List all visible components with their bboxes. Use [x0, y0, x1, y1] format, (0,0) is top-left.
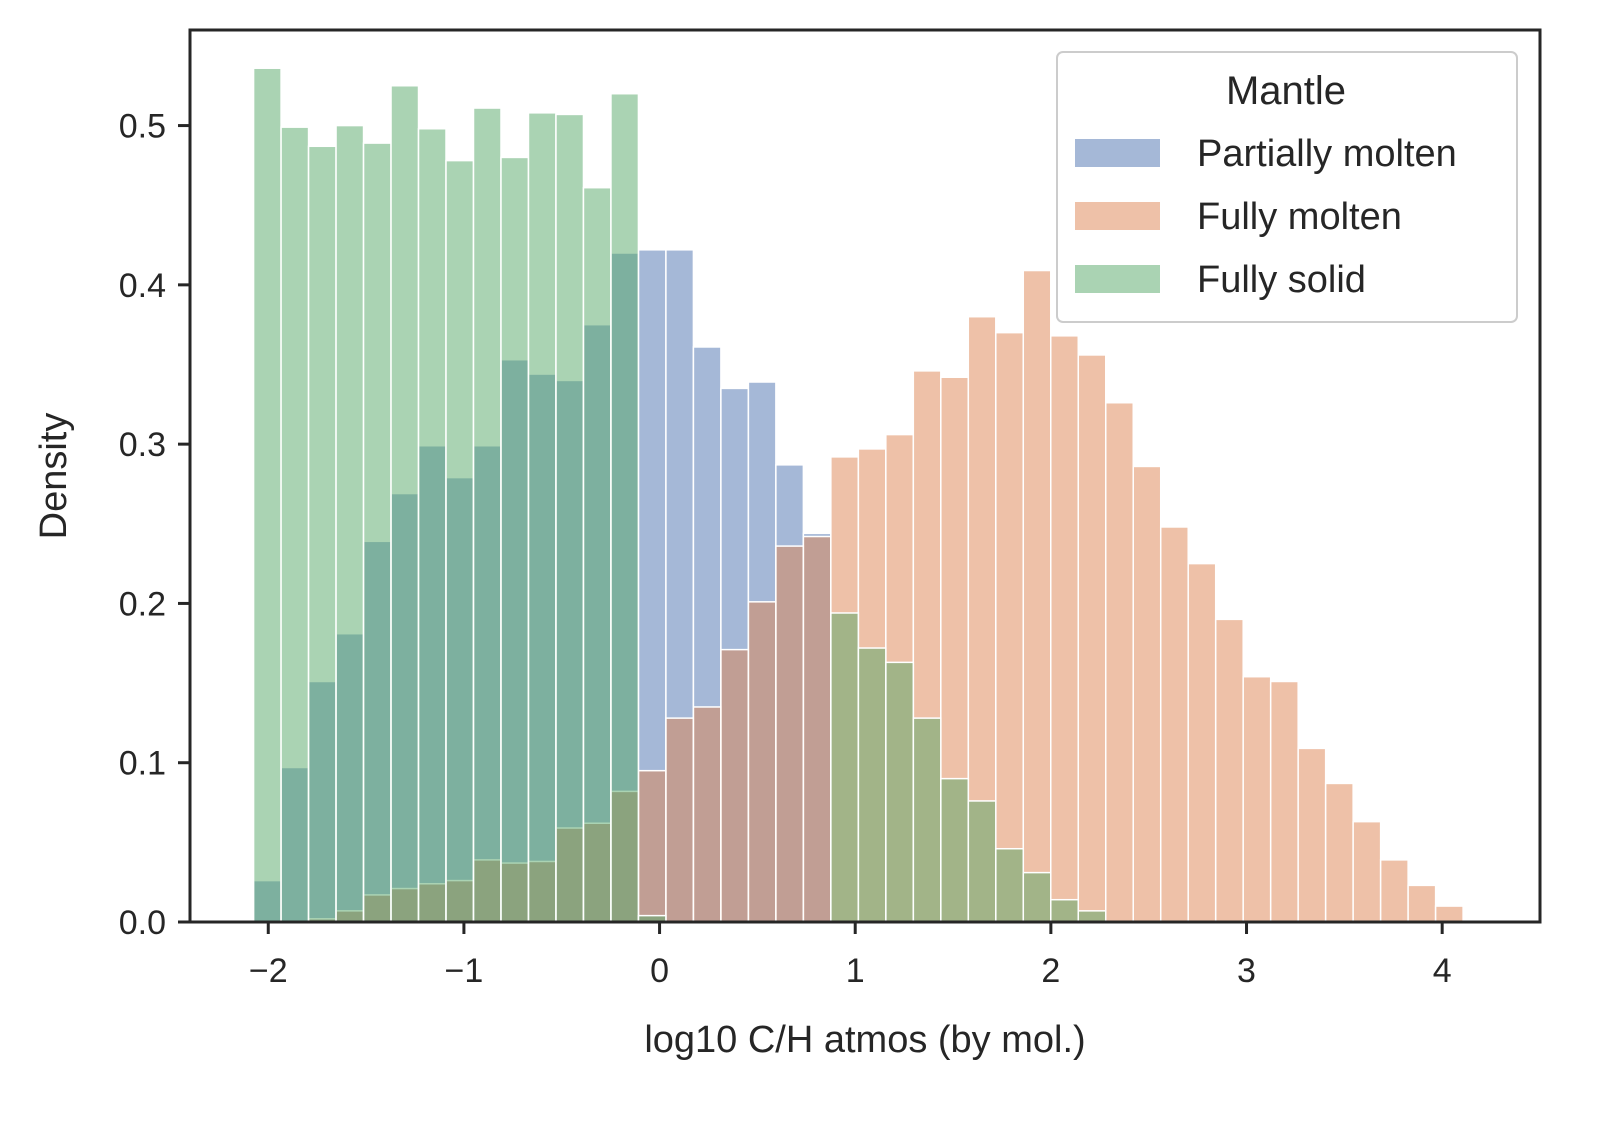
bar-fully-solid: [390, 85, 420, 923]
bar-fully-solid: [967, 800, 997, 923]
bar-fully-solid: [857, 647, 887, 923]
legend-label: Fully molten: [1197, 196, 1402, 238]
bar-fully-solid: [307, 145, 337, 923]
bar-fully-solid: [472, 107, 502, 923]
legend-swatch: [1075, 202, 1160, 230]
legend-swatch: [1075, 139, 1160, 167]
bar-fully-molten: [1077, 354, 1107, 923]
bar-fully-solid: [1050, 898, 1080, 923]
bar-fully-molten: [1297, 747, 1327, 923]
bar-fully-molten: [665, 717, 695, 923]
y-tick-label: 0.5: [119, 108, 166, 146]
bar-fully-molten: [1407, 884, 1437, 923]
x-tick-label: −2: [249, 952, 288, 990]
legend-label: Fully solid: [1197, 259, 1366, 301]
bar-fully-molten: [1187, 562, 1217, 923]
bar-fully-molten: [1352, 820, 1382, 923]
legend-items: Partially molten Fully molten Fully solid: [1075, 133, 1457, 301]
bar-fully-molten: [1214, 618, 1244, 923]
legend-title: Mantle: [1226, 69, 1346, 113]
legend: Mantle Partially molten Fully molten Fully…: [1056, 51, 1518, 323]
bar-fully-molten: [1379, 859, 1409, 923]
bar-fully-solid: [252, 67, 282, 923]
x-tick-label: 3: [1237, 952, 1256, 990]
bar-fully-solid: [527, 112, 557, 923]
bar-fully-molten: [995, 331, 1025, 923]
bar-fully-molten: [692, 706, 722, 923]
y-axis-ticks: 0.0 0.1 0.2 0.3 0.4 0.5: [119, 108, 190, 942]
legend-swatch: [1075, 265, 1160, 293]
x-tick-label: 2: [1041, 952, 1060, 990]
x-tick-label: 0: [650, 952, 669, 990]
bar-fully-solid: [362, 142, 392, 923]
bar-fully-solid: [610, 92, 640, 923]
bar-fully-molten: [1105, 401, 1134, 923]
bar-fully-solid: [417, 128, 447, 923]
y-tick-label: 0.2: [119, 585, 166, 623]
bar-fully-solid: [582, 186, 612, 923]
y-axis-label: Density: [33, 413, 75, 540]
bar-fully-solid: [885, 661, 915, 923]
x-tick-label: −1: [445, 952, 484, 990]
bar-fully-molten: [1434, 905, 1464, 923]
bar-fully-solid: [940, 777, 970, 923]
bar-fully-molten: [1269, 680, 1299, 923]
x-axis-label: log10 C/H atmos (by mol.): [644, 1019, 1085, 1061]
bar-fully-solid: [995, 847, 1025, 923]
y-tick-label: 0.0: [119, 904, 166, 942]
y-tick-label: 0.4: [119, 267, 166, 305]
bar-fully-solid: [830, 612, 860, 923]
bar-fully-molten: [1132, 465, 1162, 923]
bar-fully-solid: [555, 113, 585, 923]
bar-fully-molten: [1022, 269, 1052, 923]
legend-label: Partially molten: [1197, 133, 1457, 175]
bar-fully-molten: [1242, 675, 1272, 923]
bar-fully-solid: [335, 124, 365, 923]
bar-fully-molten: [1324, 782, 1354, 923]
bar-fully-solid: [445, 159, 475, 923]
bar-fully-solid: [912, 717, 942, 923]
x-tick-label: 1: [846, 952, 865, 990]
bar-fully-solid: [280, 126, 310, 923]
bar-fully-molten: [747, 601, 777, 923]
x-tick-label: 4: [1433, 952, 1452, 990]
bar-fully-solid: [1022, 871, 1052, 923]
bar-fully-molten: [802, 535, 832, 923]
bar-fully-molten: [1050, 335, 1080, 923]
plot-frame: [188, 28, 1542, 924]
bar-fully-molten: [1159, 526, 1189, 923]
legend-box: [1056, 51, 1518, 323]
y-tick-label: 0.1: [119, 745, 166, 783]
bar-fully-molten: [720, 648, 750, 923]
bar-fully-solid: [1077, 910, 1107, 923]
bars-layer: [252, 67, 1464, 923]
x-axis-ticks: −2 −1 0 1 2 3 4: [249, 922, 1452, 990]
y-tick-label: 0.3: [119, 426, 166, 464]
bar-fully-molten: [775, 545, 805, 923]
bar-fully-solid: [500, 156, 530, 923]
bar-fully-molten: [637, 769, 667, 923]
